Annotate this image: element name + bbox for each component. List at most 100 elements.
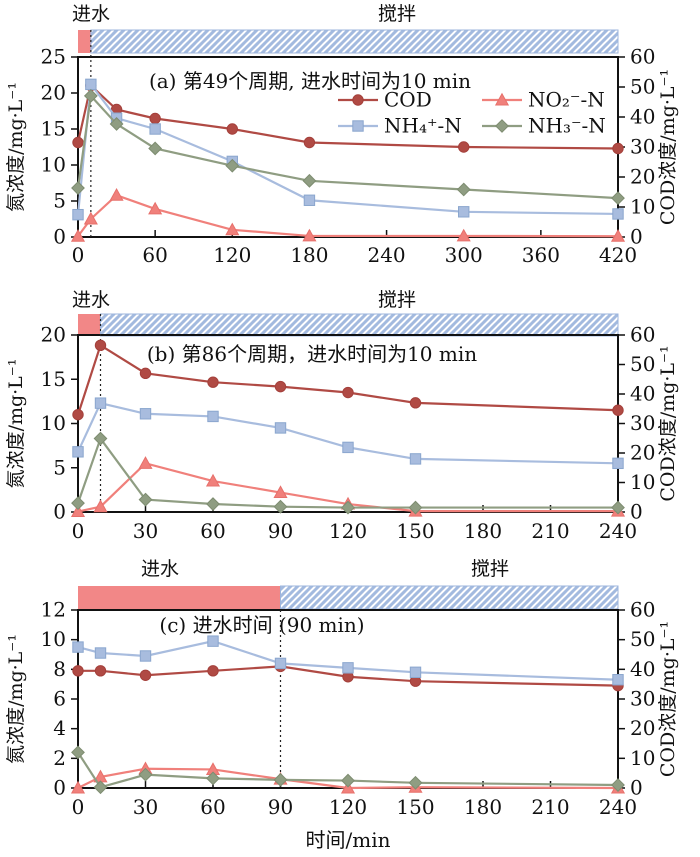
series-marker-cod (149, 112, 161, 125)
series-marker-no2 (148, 201, 163, 215)
series-marker-nh3 (83, 88, 98, 103)
series-marker-nh3 (611, 191, 625, 206)
panel-title: (c) 进水时间 (90 min) (159, 613, 364, 637)
x-tick-label: 30 (133, 519, 158, 543)
series-marker-nh3 (302, 173, 317, 188)
series-marker-nh3 (273, 499, 288, 514)
feed-phase-bar (78, 586, 281, 609)
series-marker-nh4 (72, 641, 84, 653)
series-marker-cod (72, 408, 84, 421)
y-right-tick-label: 50 (630, 627, 655, 651)
series-marker-nh4 (94, 647, 107, 659)
stir-phase-label: 搅拌 (378, 289, 416, 311)
series-marker-no2 (70, 780, 86, 794)
series-nh3 (71, 745, 625, 795)
series-marker-nh3 (408, 775, 423, 790)
x-tick-label: 90 (268, 795, 293, 819)
series-marker-nh4 (85, 78, 97, 91)
y-right-axis-title: COD浓度/mg·L⁻¹ (657, 69, 679, 225)
series-marker-no2 (225, 222, 240, 236)
series-marker-nh3 (225, 158, 240, 173)
series-marker-nh3 (456, 182, 471, 197)
legend-item-cod: COD (338, 88, 432, 112)
y-right-tick-label: 40 (630, 105, 655, 129)
series-marker-nh3 (148, 141, 163, 156)
y-left-tick-label: 6 (53, 687, 66, 711)
y-left-tick-label: 12 (41, 598, 66, 622)
x-tick-label: 0 (72, 795, 85, 819)
panel-title: (a) 第49个周期, 进水时间为10 min (149, 69, 471, 93)
x-tick-label: 60 (200, 519, 225, 543)
y-left-tick-label: 5 (53, 455, 66, 479)
series-line-nh3 (77, 751, 619, 789)
phase-bars (78, 585, 619, 610)
x-tick-label: 0 (72, 243, 85, 267)
legend-label-nh3: NH₃⁻-N (528, 114, 606, 138)
y-left-tick-label: 8 (53, 657, 66, 681)
y-left-tick-label: 0 (53, 225, 66, 249)
y-left-tick-label: 20 (41, 81, 66, 105)
series-marker-nh4 (149, 123, 161, 135)
series-marker-nh4 (342, 662, 354, 674)
x-tick-label: 180 (464, 519, 502, 543)
y-right-axis-title: COD浓度/mg·L⁻¹ (657, 621, 679, 777)
panel-a: 进水 搅拌 0 60 120 180 240 300 360 420 0 5 10 15 20 25 0 10 20… (0, 0, 700, 288)
x-tick-label: 240 (367, 243, 405, 267)
series-marker-cod (342, 386, 354, 399)
panel-title: (b) 第86个周期，进水时间为10 min (147, 342, 477, 366)
series-marker-cod (139, 669, 152, 681)
legend-label-nh4: NH₄⁺-N (384, 114, 462, 138)
y-left-tick-label: 20 (41, 323, 66, 347)
legend-marker-no2 (494, 92, 510, 106)
legend-label-cod: COD (384, 88, 432, 112)
series-marker-cod (72, 665, 84, 677)
y-right-tick-label: 40 (630, 382, 655, 406)
y-left-tick-label: 10 (41, 411, 66, 435)
series-marker-nh4 (274, 657, 287, 670)
series-marker-nh3 (93, 431, 108, 446)
series-marker-no2 (83, 211, 98, 225)
x-tick-label: 210 (531, 519, 569, 543)
series-marker-nh4 (458, 206, 470, 218)
stir-phase-label: 搅拌 (471, 558, 509, 580)
y-left-tick-label: 15 (41, 367, 66, 391)
y-right-tick-label: 20 (630, 441, 655, 465)
x-tick-label: 90 (268, 519, 293, 543)
x-tick-label: 240 (599, 795, 637, 819)
x-axis-title: 时间/min (306, 828, 391, 852)
series-nh3 (71, 88, 625, 206)
feed-phase-label: 进水 (72, 3, 110, 25)
y-left-axis-title: 氮浓度/mg·L⁻¹ (5, 82, 27, 212)
x-tick-label: 60 (142, 243, 167, 267)
series-marker-nh3 (71, 745, 85, 760)
series-marker-cod (409, 397, 422, 409)
legend-label-no2: NO₂⁻-N (528, 88, 605, 112)
series-marker-cod (207, 665, 219, 677)
series-marker-nh3 (273, 772, 288, 787)
series-marker-cod (612, 142, 624, 155)
y-left-tick-label: 15 (41, 117, 66, 141)
series-marker-nh4 (207, 635, 219, 647)
series-marker-no2 (610, 229, 626, 242)
y-right-tick-label: 10 (630, 470, 655, 494)
legend-item-nh3: NH₃⁻-N (482, 114, 606, 138)
y-left-axis-title: 氮浓度/mg·L⁻¹ (5, 359, 27, 489)
x-tick-label: 180 (290, 243, 328, 267)
series-marker-nh3 (206, 497, 220, 511)
series-marker-nh3 (138, 492, 153, 507)
feed-phase-bar (78, 30, 91, 53)
x-tick-label: 210 (531, 795, 569, 819)
x-tick-label: 120 (329, 795, 367, 819)
y-left-tick-label: 0 (53, 500, 66, 524)
y-right-tick-label: 30 (630, 135, 655, 159)
series-marker-nh3 (71, 181, 85, 195)
y-left-tick-label: 10 (41, 627, 66, 651)
series-marker-nh4 (303, 194, 316, 206)
y-right-tick-label: 60 (630, 323, 655, 347)
series-line-nh4 (77, 401, 619, 465)
y-right-tick-label: 0 (630, 500, 643, 524)
series-line-nh3 (76, 93, 619, 200)
legend-marker-nh3 (495, 119, 509, 133)
series-marker-cod (274, 380, 287, 393)
